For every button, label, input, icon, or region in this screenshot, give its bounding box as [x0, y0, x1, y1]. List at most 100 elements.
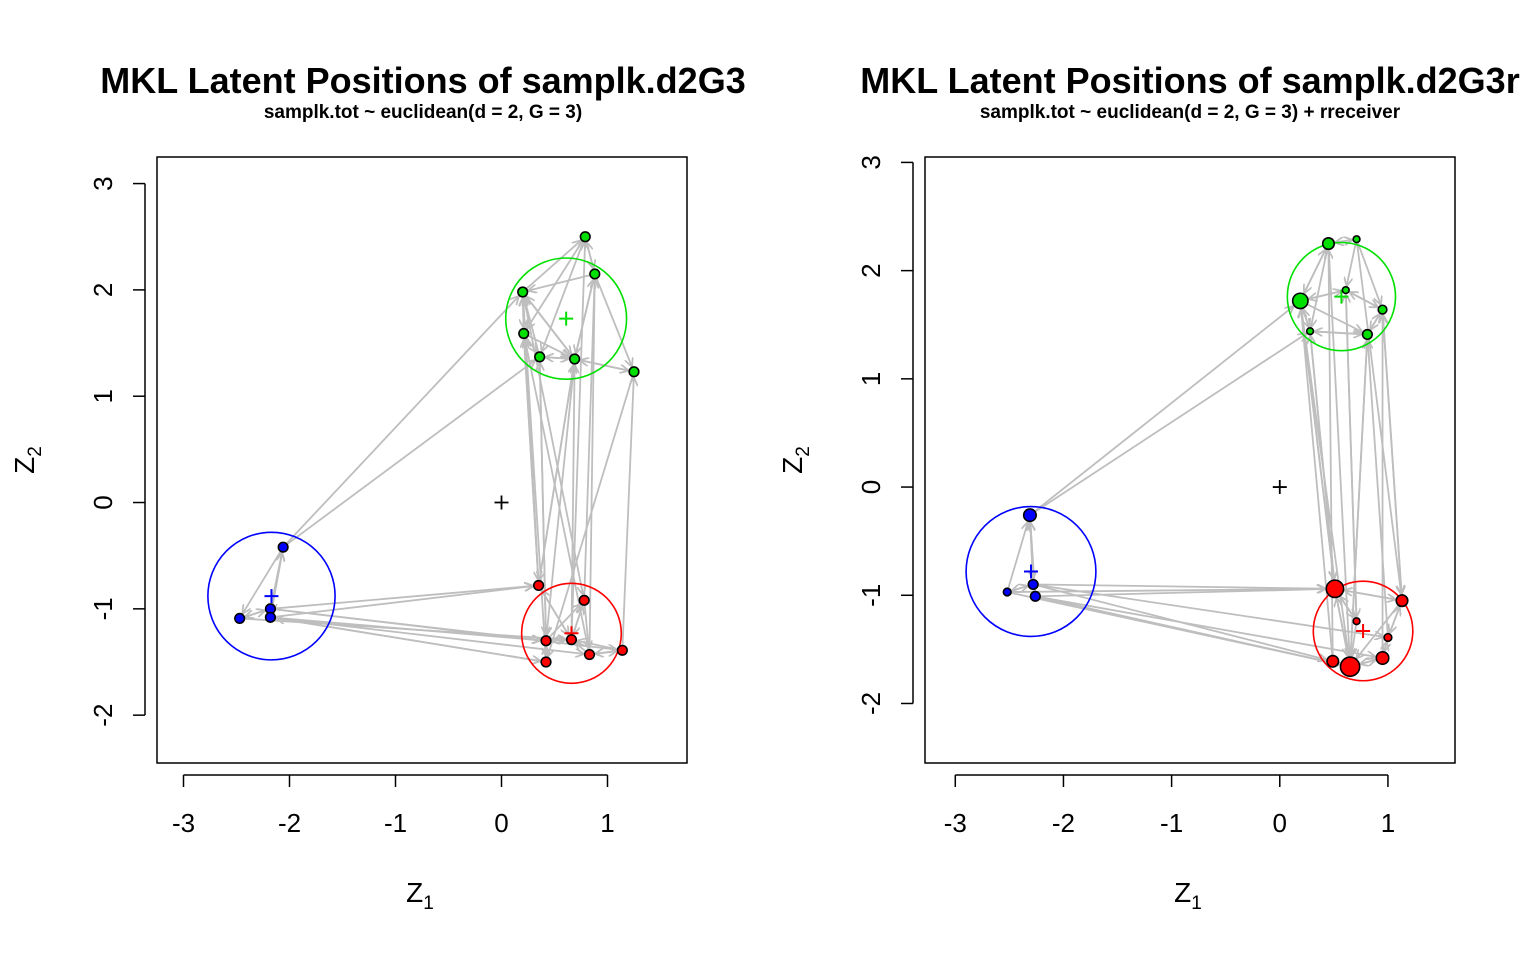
node-point-1 — [1027, 578, 1039, 591]
edge-16 — [1037, 584, 1383, 637]
node-point-9 — [583, 648, 596, 661]
group-circle-0 — [207, 531, 336, 661]
edge-51 — [523, 298, 524, 329]
node-point-9 — [1339, 656, 1361, 678]
edge-64 — [1306, 303, 1362, 332]
y-tick-label: -1 — [88, 597, 118, 620]
x-tick-label: -3 — [944, 808, 967, 838]
node-point-16 — [1305, 327, 1315, 336]
plot-frame — [924, 156, 1456, 764]
edge-40 — [1368, 340, 1389, 634]
edge-20 — [552, 640, 567, 641]
edge-0 — [243, 550, 282, 613]
y-axis-label: Z2 — [9, 446, 46, 474]
y-tick-label: -1 — [856, 584, 886, 607]
node-point-3 — [277, 541, 289, 553]
x-tick-label: -2 — [1052, 808, 1075, 838]
node-point-12 — [1352, 235, 1361, 244]
y-tick-label: 2 — [856, 263, 886, 277]
edge-16 — [276, 618, 542, 663]
edges-layer — [1007, 240, 1402, 665]
edge-22 — [1388, 607, 1399, 635]
edge-45 — [1351, 339, 1369, 656]
node-point-7 — [565, 634, 578, 646]
edge-9 — [275, 586, 533, 618]
node-point-15 — [1377, 304, 1388, 315]
node-point-6 — [540, 635, 552, 647]
nodes-layer — [1002, 235, 1409, 678]
edge-5 — [1010, 586, 1028, 591]
edge-49 — [587, 242, 595, 270]
group-center-0 — [1024, 564, 1038, 579]
node-point-8 — [1326, 654, 1340, 668]
edge-28 — [585, 605, 589, 649]
group-circle-2 — [504, 257, 628, 380]
edges-layer — [243, 241, 634, 662]
edge-14 — [1010, 591, 1340, 665]
node-point-3 — [1022, 508, 1037, 523]
x-tick-label: -3 — [172, 808, 195, 838]
edge-66 — [1303, 309, 1310, 329]
node-point-10 — [1375, 650, 1390, 666]
edge-2 — [1007, 522, 1028, 589]
node-point-0 — [234, 612, 246, 625]
origin-marker — [494, 495, 509, 510]
chart-subtitle: samplk.tot ~ euclidean(d = 2, G = 3) + r… — [980, 102, 1401, 123]
y-tick-label: -2 — [856, 692, 886, 715]
edge-43 — [547, 363, 576, 635]
node-point-14 — [518, 327, 530, 340]
chart-subtitle: samplk.tot ~ euclidean(d = 2, G = 3) — [264, 102, 582, 123]
origin-marker — [1272, 480, 1287, 495]
edge-65 — [1356, 242, 1381, 304]
node-point-2 — [1029, 590, 1041, 602]
axes-layer: -3 -2 -1 0 1 -2 -1 0 1 2 3 — [88, 156, 688, 838]
edge-9 — [1037, 583, 1325, 589]
axes-layer: -3 -2 -1 0 1 -2 -1 0 1 2 3 — [856, 155, 1456, 838]
edge-14 — [275, 617, 584, 654]
edge-31 — [1384, 642, 1387, 653]
node-point-15 — [534, 351, 546, 363]
edge-8 — [1034, 334, 1306, 513]
group-circle-1 — [520, 582, 623, 685]
node-point-17 — [1361, 328, 1373, 341]
edge-4 — [271, 551, 284, 612]
node-point-11 — [1321, 237, 1336, 251]
y-tick-label: 0 — [856, 480, 886, 494]
edge-30 — [577, 641, 618, 651]
edge-39 — [621, 378, 634, 646]
node-point-12 — [589, 268, 601, 280]
edge-7 — [286, 360, 535, 546]
node-point-4 — [532, 579, 545, 592]
group-center-2 — [559, 311, 574, 326]
edge-46 — [1381, 313, 1402, 594]
panel-left: MKL Latent Positions of samplk.d2G3 samp… — [9, 60, 746, 914]
edge-64 — [528, 274, 591, 290]
x-axis-label: Z1 — [1174, 877, 1202, 914]
groups-layer — [207, 257, 628, 685]
x-tick-label: 1 — [600, 808, 614, 838]
chart-title: MKL Latent Positions of samplk.d2G3 — [100, 60, 745, 101]
x-tick-label: -2 — [278, 808, 301, 838]
chart-title: MKL Latent Positions of samplk.d2G3r — [860, 60, 1519, 101]
x-tick-label: 1 — [1381, 808, 1395, 838]
edge-25 — [595, 651, 618, 654]
x-tick-label: 0 — [1273, 808, 1287, 838]
edge-67 — [1369, 314, 1380, 331]
y-tick-label: 1 — [88, 389, 118, 403]
y-tick-label: 1 — [856, 372, 886, 386]
edge-6 — [285, 296, 518, 545]
edge-26 — [1360, 660, 1377, 664]
x-axis-label: Z1 — [406, 877, 434, 914]
edge-53 — [526, 297, 573, 356]
edge-65 — [525, 336, 536, 352]
edge-47 — [538, 361, 546, 635]
edge-3 — [1030, 521, 1033, 578]
edge-42 — [540, 363, 575, 580]
node-point-2 — [264, 611, 277, 623]
edge-62 — [1347, 242, 1357, 286]
node-point-7 — [1383, 632, 1393, 643]
edge-48 — [1356, 242, 1401, 594]
node-point-6 — [1352, 617, 1361, 626]
node-point-5 — [578, 594, 590, 606]
